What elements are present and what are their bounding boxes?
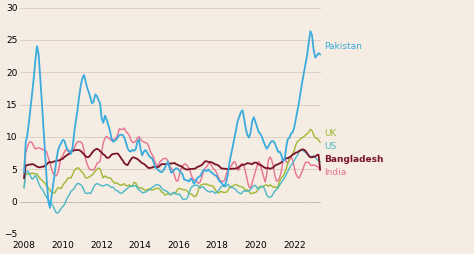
Text: Pakistan: Pakistan [324,42,362,51]
Text: UK: UK [324,129,337,138]
Text: US: US [324,142,337,151]
Text: India: India [324,168,346,177]
Text: Bangladesh: Bangladesh [324,155,384,164]
